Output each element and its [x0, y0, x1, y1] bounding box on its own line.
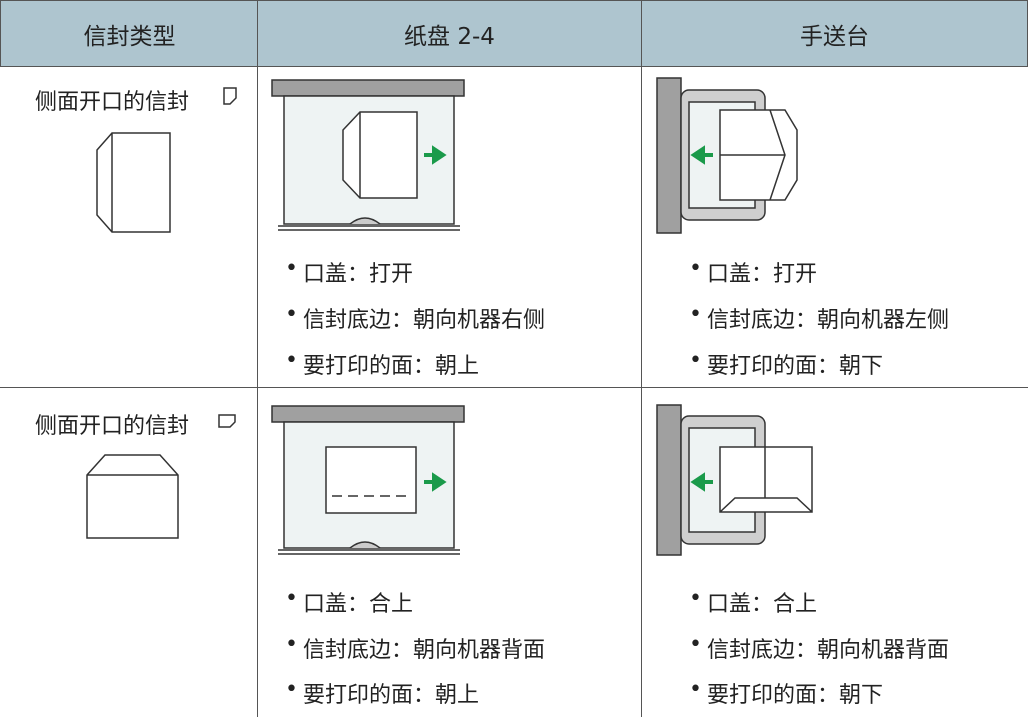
- rule: [641, 0, 642, 717]
- bypass-illustration: [656, 77, 798, 234]
- bullet: 口盖：合上: [285, 586, 413, 618]
- orientation-icon: [218, 414, 236, 428]
- rule: [257, 0, 258, 717]
- bullet: 口盖：合上: [689, 586, 817, 618]
- orientation-icon: [223, 87, 237, 105]
- envelope-icon: [96, 132, 171, 233]
- bullet: 信封底边：朝向机器背面: [285, 632, 545, 664]
- bullet: 要打印的面：朝下: [689, 348, 883, 380]
- rule: [0, 66, 1028, 67]
- tray-illustration: [271, 405, 465, 555]
- tray-illustration: [271, 79, 465, 231]
- bypass-illustration: [656, 404, 813, 556]
- bullet: 信封底边：朝向机器右侧: [285, 302, 545, 334]
- envelope-icon: [86, 454, 179, 539]
- rule: [0, 387, 1028, 388]
- bullet: 要打印的面：朝下: [689, 677, 883, 709]
- header-cell: 信封类型: [0, 0, 258, 67]
- envelope-type: 侧面开口的信封: [35, 414, 190, 439]
- bullet: 口盖：打开: [689, 256, 817, 288]
- bullet: 要打印的面：朝上: [285, 677, 479, 709]
- header-cell: 手送台: [642, 0, 1028, 67]
- header-cell: 纸盘 2-4: [258, 0, 641, 67]
- envelope-type: 侧面开口的信封: [35, 90, 190, 115]
- bullet: 要打印的面：朝上: [285, 348, 479, 380]
- bullet: 信封底边：朝向机器左侧: [689, 302, 949, 334]
- bullet: 口盖：打开: [285, 256, 413, 288]
- bullet: 信封底边：朝向机器背面: [689, 632, 949, 664]
